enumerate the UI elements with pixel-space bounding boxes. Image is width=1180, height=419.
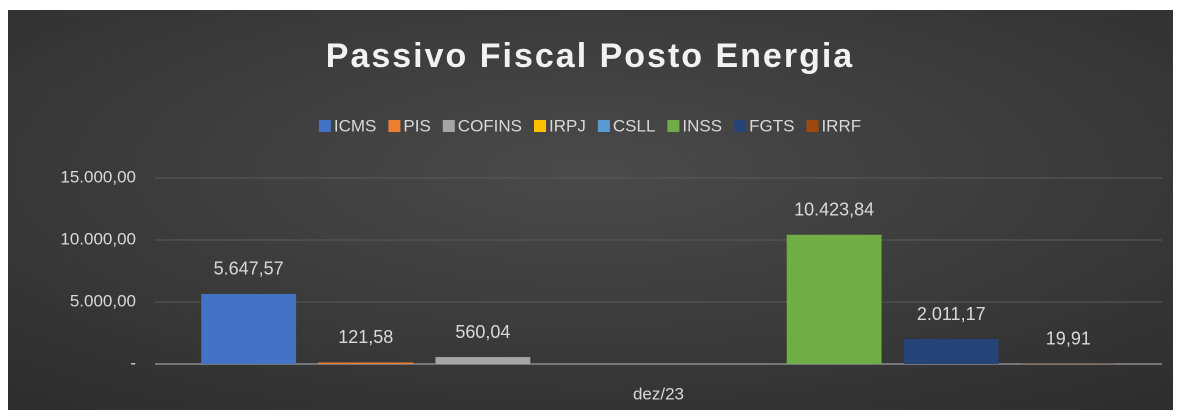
value-label: 19,91 [1046, 329, 1091, 349]
legend-swatch [442, 120, 455, 132]
legend-swatch [534, 120, 547, 132]
legend-swatch [734, 120, 747, 132]
y-tick-label: 5.000,00 [70, 291, 136, 310]
chart-title: Passivo Fiscal Posto Energia [326, 37, 854, 75]
y-tick-label: 10.000,00 [60, 229, 136, 248]
bar [201, 293, 297, 364]
bar [903, 339, 999, 364]
bar-group [318, 362, 414, 364]
legend-label: PIS [403, 116, 430, 135]
legend-label: COFINS [458, 116, 522, 135]
bar-group [786, 234, 882, 364]
legend-swatch [318, 120, 331, 132]
bar [435, 357, 531, 364]
value-label: 121,58 [338, 327, 393, 347]
legend: ICMS PIS COFINS IRPJ CSLL INSS FGTS IRRF [318, 116, 861, 135]
legend-label: CSLL [613, 116, 656, 135]
x-tick-label: dez/23 [633, 384, 684, 403]
legend-label: IRPJ [549, 116, 586, 135]
legend-label: ICMS [334, 116, 377, 135]
value-label: 10.423,84 [794, 199, 874, 219]
value-label: 560,04 [455, 322, 510, 342]
bar [318, 362, 414, 364]
value-label: 5.647,57 [214, 259, 284, 279]
y-tick-label: - [130, 353, 136, 372]
legend-label: INSS [682, 116, 722, 135]
bar [786, 234, 882, 364]
legend-label: IRRF [821, 116, 861, 135]
legend-swatch [597, 120, 610, 132]
legend-label: FGTS [749, 116, 794, 135]
value-label: 2.011,17 [917, 304, 986, 324]
legend-swatch [806, 120, 819, 132]
y-tick-label: 15.000,00 [60, 167, 136, 186]
legend-swatch [667, 120, 680, 132]
bar-group [201, 293, 297, 364]
bar-group [903, 339, 999, 364]
bar-group [435, 357, 531, 364]
legend-swatch [388, 120, 401, 132]
